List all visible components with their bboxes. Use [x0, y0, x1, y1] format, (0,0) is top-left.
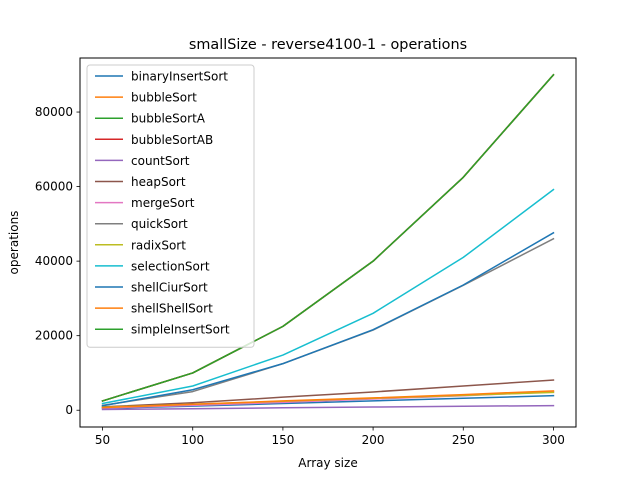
legend-box	[86, 64, 255, 348]
legend: binaryInsertSort bubbleSort bubbleSortA bub…	[86, 64, 255, 348]
legend-label-binaryInsertSort: binaryInsertSort	[131, 70, 228, 84]
legend-label-radixSort: radixSort	[131, 238, 186, 252]
series-line-heapSort	[101, 379, 555, 408]
y-axis-ticks: 0 20000 40000 60000 80000	[35, 105, 80, 417]
series-line-shellShellSort	[101, 390, 555, 409]
x-axis-label: Array size	[298, 456, 357, 470]
legend-label-selectionSort: selectionSort	[131, 259, 210, 273]
plot-frame	[79, 57, 577, 428]
x-tick-label: 150	[271, 433, 294, 447]
legend-label-quickSort: quickSort	[131, 217, 188, 231]
series-line-selectionSort	[101, 188, 555, 405]
legend-label-bubbleSortAB: bubbleSortAB	[131, 133, 213, 147]
y-tick-label: 20000	[35, 329, 73, 343]
chart-title: smallSize - reverse4100-1 - operations	[189, 37, 467, 53]
x-tick-label: 50	[95, 433, 110, 447]
x-tick-label: 200	[362, 433, 385, 447]
series-line-shellCiurSort	[101, 231, 555, 407]
legend-label-heapSort: heapSort	[131, 175, 186, 189]
legend-label-bubbleSort: bubbleSort	[131, 91, 197, 105]
series-line-simpleInsertSort	[101, 73, 555, 402]
legend-label-shellShellSort: shellShellSort	[131, 302, 213, 316]
legend-label-bubbleSortA: bubbleSortA	[131, 112, 206, 126]
y-tick-label: 40000	[35, 254, 73, 268]
series-line-countSort	[101, 404, 555, 411]
x-tick-label: 300	[542, 433, 565, 447]
legend-label-mergeSort: mergeSort	[131, 196, 195, 210]
y-tick-label: 0	[65, 403, 73, 417]
y-tick-label: 80000	[35, 105, 73, 119]
x-tick-label: 100	[181, 433, 204, 447]
legend-label-simpleInsertSort: simpleInsertSort	[131, 323, 230, 337]
x-tick-label: 250	[452, 433, 475, 447]
legend-label-countSort: countSort	[131, 154, 190, 168]
y-axis-label: operations	[7, 211, 21, 275]
y-tick-label: 60000	[35, 180, 73, 194]
plot-lines	[101, 73, 555, 411]
x-axis-ticks: 50 100 150 200 250 300	[95, 427, 565, 447]
legend-label-shellCiurSort: shellCiurSort	[131, 281, 208, 295]
